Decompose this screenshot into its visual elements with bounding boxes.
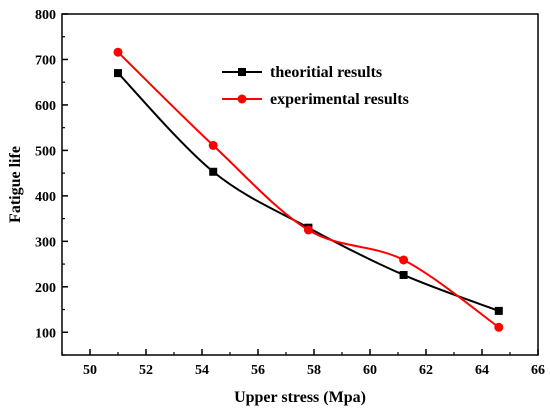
x-tick-label: 62 [419, 363, 433, 378]
legend-item: experimental results [222, 91, 409, 108]
x-tick-label: 56 [251, 363, 265, 378]
legend-marker-square [238, 68, 246, 76]
series-layer [113, 47, 504, 332]
x-tick-label: 58 [307, 363, 321, 378]
series-experimental [113, 47, 504, 332]
data-point-circle [494, 322, 504, 332]
data-point-square [399, 270, 408, 279]
data-point-square [114, 69, 122, 78]
legend-label: experimental results [270, 91, 409, 108]
y-tick-label: 200 [35, 281, 56, 296]
y-tick-label: 700 [35, 53, 56, 68]
data-point-square [494, 306, 503, 315]
y-tick-label: 100 [35, 326, 56, 341]
data-point-circle [303, 225, 313, 235]
axes [61, 13, 539, 356]
data-point-square [209, 167, 218, 176]
y-tick-label: 400 [35, 190, 56, 205]
legend-label: theoritial results [270, 64, 382, 81]
y-axis-title: Fatigue life [7, 146, 24, 223]
x-tick-label: 54 [195, 363, 209, 378]
x-tick-label: 66 [531, 363, 545, 378]
y-tick-label: 500 [35, 144, 56, 159]
x-tick-label: 52 [139, 363, 153, 378]
y-tick-label: 800 [35, 8, 56, 23]
y-tick-label: 600 [35, 99, 56, 114]
plot-frame [61, 13, 539, 356]
legend: theoritial results experimental results [222, 64, 409, 108]
data-point-circle [113, 47, 123, 57]
legend-marker-circle [237, 94, 247, 104]
data-point-circle [208, 140, 218, 150]
y-tick-label: 300 [35, 235, 56, 250]
data-point-circle [399, 255, 409, 265]
x-tick-label: 60 [363, 363, 377, 378]
x-tick-label: 50 [83, 363, 97, 378]
x-axis-title: Upper stress (Mpa) [234, 389, 366, 406]
x-tick-label: 64 [475, 363, 489, 378]
x-axis-ticks: 50 52 54 56 58 60 62 64 66 [61, 349, 545, 378]
legend-item: theoritial results [222, 64, 382, 81]
y-axis-ticks: 100 200 300 400 500 600 700 800 [35, 8, 68, 356]
